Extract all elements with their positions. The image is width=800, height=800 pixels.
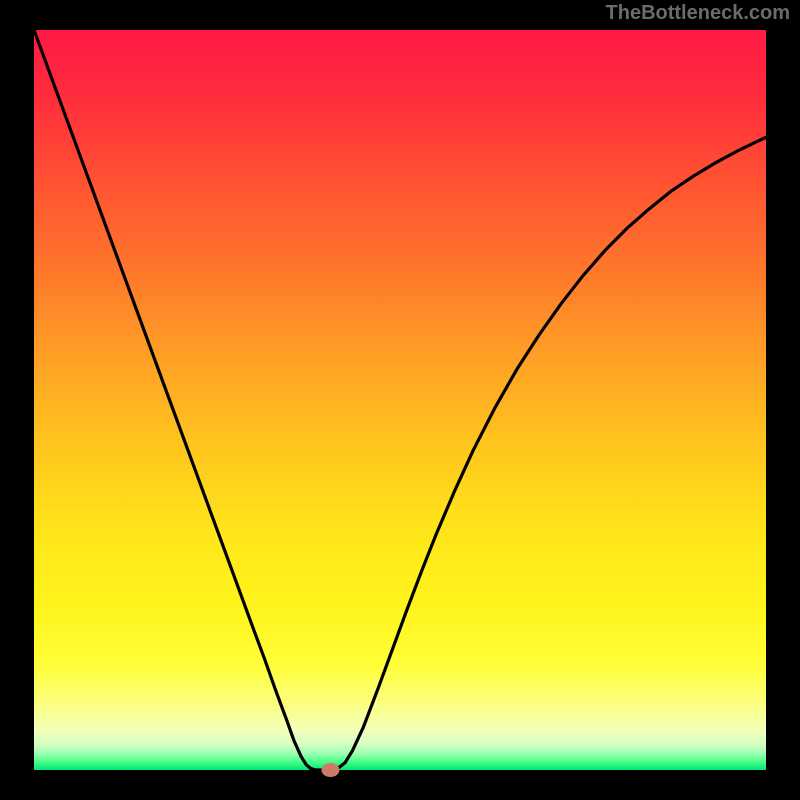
optimal-point-marker (321, 763, 339, 777)
chart-container: TheBottleneck.com (0, 0, 800, 800)
bottleneck-chart (0, 0, 800, 800)
watermark-text: TheBottleneck.com (606, 2, 790, 25)
chart-plot-background (34, 30, 766, 770)
